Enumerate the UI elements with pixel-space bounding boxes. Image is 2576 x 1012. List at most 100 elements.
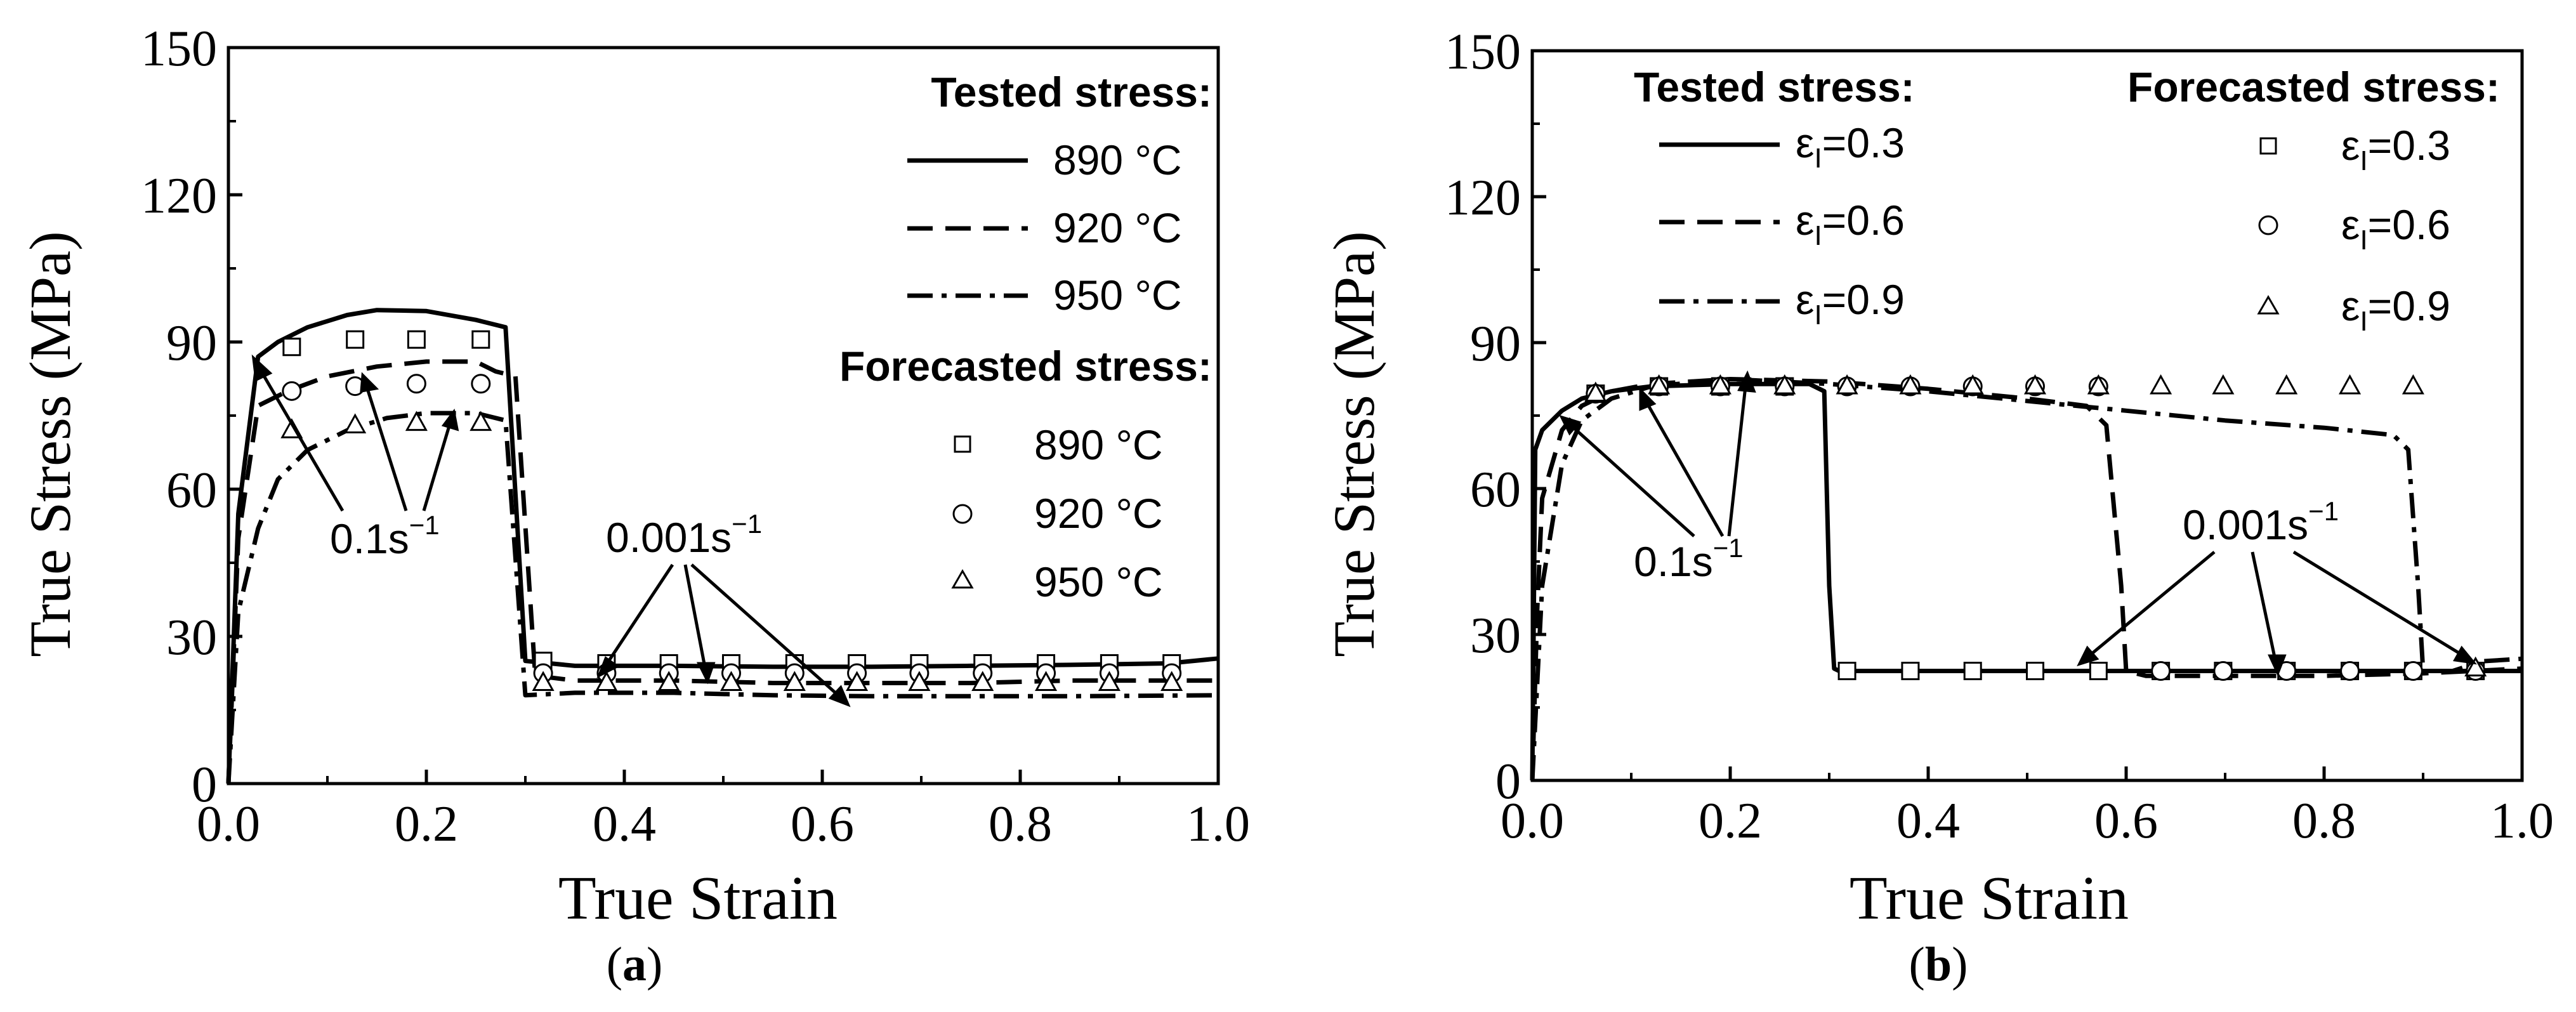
- point-triangle: [2212, 374, 2235, 395]
- x-tick-label: 0.4: [593, 796, 656, 852]
- point-circle: [282, 381, 302, 401]
- annotation-a-slow-rate-text: 0.001s: [606, 514, 732, 561]
- x-tick-label: 0.4: [1896, 793, 1960, 849]
- panel-b-markers: [1584, 374, 2487, 681]
- annotation-a-fast-rate-sup: −1: [409, 510, 440, 540]
- arrowhead-a-2: [360, 372, 379, 393]
- y-tick-label: 30: [1470, 608, 1521, 664]
- point-triangle: [2275, 374, 2298, 395]
- y-tick-label: 150: [1445, 24, 1521, 80]
- arrowhead-b-6: [2453, 645, 2477, 665]
- panel-b-label-letter: b: [1925, 938, 1952, 991]
- annotation-a-fast-rate-text: 0.1s: [330, 515, 409, 562]
- legend-b-forecast-06-value: =0.6: [2368, 201, 2450, 248]
- point-triangle: [1899, 374, 1922, 395]
- annotation-a-arrows: [251, 354, 851, 707]
- legend-b-forecast-03: εI=0.3: [2341, 122, 2450, 176]
- point-triangle: [344, 413, 367, 433]
- arrowhead-a-6: [828, 685, 851, 707]
- panel-b-legend-forecast-title: Forecasted stress:: [2127, 63, 2500, 110]
- point-circle: [2340, 661, 2360, 681]
- series-line-0-1: [226, 359, 1218, 784]
- legend-b-tested-09-value: =0.9: [1822, 276, 1905, 323]
- series-line-1-0: [1530, 381, 2522, 781]
- x-tick-label: 0.8: [989, 796, 1052, 852]
- point-triangle: [595, 671, 618, 691]
- annotation-b-slow-rate-sup: −1: [2308, 496, 2339, 526]
- legend-b-tested-03: εI=0.3: [1796, 119, 1905, 174]
- point-triangle: [2339, 374, 2362, 395]
- y-tick-label: 0: [1495, 754, 1521, 810]
- panel-b-label: (b): [1909, 938, 1968, 991]
- series-line-0-0: [226, 308, 1219, 784]
- point-triangle: [405, 411, 428, 431]
- legend-b-triangle-marker: [2257, 294, 2280, 315]
- y-tick-label: 60: [166, 463, 217, 518]
- point-triangle: [657, 671, 680, 691]
- legend-b-forecast-09: εI=0.9: [2341, 282, 2450, 337]
- point-triangle: [846, 671, 869, 691]
- x-tick-label: 0.6: [791, 796, 854, 852]
- arrow-a-6: [690, 563, 844, 700]
- annotation-a-slow-rate-sup: −1: [732, 509, 762, 539]
- legend-circle-marker: [952, 504, 973, 524]
- point-triangle: [2023, 374, 2047, 395]
- legend-b-tested-06-sub: I: [1814, 220, 1822, 251]
- legend-b-tested-03-symbol: ε: [1796, 119, 1814, 166]
- legend-b-tested-06-symbol: ε: [1796, 197, 1814, 244]
- arrow-b-5: [2251, 551, 2278, 667]
- panel-b-legend-tested-title: Tested stress:: [1634, 63, 1915, 110]
- annotation-a-fast-rate: 0.1s−1: [330, 510, 440, 562]
- arrow-a-2: [363, 380, 408, 511]
- x-tick-label: 0.6: [2094, 793, 2158, 849]
- legend-forecast-label-920: 920 °C: [1034, 490, 1163, 537]
- arrow-b-1: [1566, 421, 1695, 537]
- y-tick-label: 90: [166, 315, 217, 371]
- point-triangle: [1584, 381, 1607, 402]
- panel-b-x-axis-label: True Strain: [1850, 864, 2129, 933]
- x-tick-label: 0.8: [2292, 793, 2356, 849]
- x-tick-label: 0.0: [1501, 793, 1564, 849]
- point-square: [282, 338, 301, 357]
- annotation-b-arrows: [1559, 370, 2477, 677]
- point-square: [2089, 662, 2108, 680]
- point-triangle: [1648, 374, 1671, 395]
- point-triangle: [1773, 374, 1796, 395]
- point-square: [1837, 662, 1856, 680]
- legend-forecast-label-950: 950 °C: [1034, 558, 1163, 605]
- legend-b-forecast-06: εI=0.6: [2341, 201, 2450, 256]
- point-triangle: [1836, 374, 1858, 395]
- legend-tested-label-920: 920 °C: [1053, 204, 1182, 251]
- panel-a-ticks: 0.0 0.2 0.4 0.6 0.8 1.0 0 30 60 90 120 150: [141, 21, 1250, 852]
- legend-triangle-marker: [951, 568, 974, 589]
- arrowhead-a-5: [696, 662, 716, 685]
- y-tick-label: 30: [166, 610, 217, 666]
- y-tick-label: 120: [1445, 170, 1521, 226]
- point-triangle: [2087, 374, 2110, 395]
- y-tick-label: 90: [1470, 316, 1521, 372]
- annotation-a-slow-rate: 0.001s−1: [606, 509, 762, 561]
- panel-a-legend-forecast-title: Forecasted stress:: [839, 343, 1212, 390]
- point-triangle: [1961, 374, 1984, 395]
- point-triangle: [720, 671, 743, 691]
- x-tick-label: 0.2: [1699, 793, 1762, 849]
- arrowhead-a-4: [596, 656, 620, 679]
- x-tick-label: 1.0: [2490, 793, 2554, 849]
- point-circle: [2403, 661, 2423, 681]
- point-triangle: [1035, 671, 1058, 691]
- legend-b-tested-06-value: =0.6: [1822, 197, 1905, 244]
- series-line-0-2: [226, 411, 1219, 784]
- legend-b-forecast-09-symbol: ε: [2341, 282, 2360, 329]
- panel-b: 0.0 0.2 0.4 0.6 0.8 1.0 0 30 60 90 120 150 True Str…: [1322, 24, 2554, 991]
- y-tick-label: 60: [1470, 462, 1521, 518]
- legend-forecast-label-890: 890 °C: [1034, 421, 1163, 468]
- point-circle: [2151, 661, 2171, 681]
- y-tick-label: 0: [192, 757, 217, 813]
- arrow-b-4: [2083, 551, 2216, 661]
- point-triangle: [1160, 671, 1183, 691]
- annotation-b-fast-rate-text: 0.1s: [1634, 538, 1713, 585]
- point-square: [2025, 662, 2044, 680]
- x-tick-label: 0.2: [395, 796, 458, 852]
- panel-b-annotations: 0.1s−1 0.001s−1: [1559, 370, 2477, 677]
